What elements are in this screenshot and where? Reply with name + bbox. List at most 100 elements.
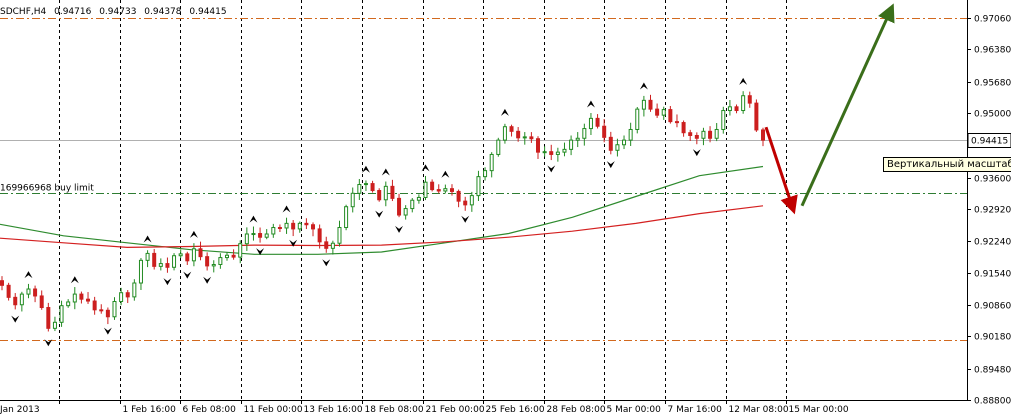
svg-text:SDCHF,H4 0.94716 0.947: SDCHF,H4 0.94716 0.94733 0.94378 0.94415 [0,7,227,17]
candles [0,91,765,332]
fractal-up-marker [189,230,198,238]
candle-body [66,301,71,307]
time-label: Jan 2013 [0,405,40,415]
fractal-up-marker [381,168,390,176]
fractal-down-marker [256,248,265,256]
candle-body [608,136,613,151]
down-arrow [764,126,798,215]
candle-body [655,108,660,116]
fractal-down-marker [289,239,298,247]
time-label: 21 Feb 00:00 [426,405,485,415]
time-label: 12 Mar 08:00 [729,405,789,415]
candle-body [304,222,309,226]
candle-body [138,259,143,284]
candle-body [542,151,547,154]
candle-body [575,137,580,141]
fractal-down-marker [322,259,331,267]
candle-body [244,233,249,245]
candle-body [264,233,269,238]
candle-body [383,185,388,201]
fractal-up-marker [361,165,370,173]
candle-body [311,224,316,230]
price-label: 0.97060 [974,15,1011,25]
fractal-down-marker [395,225,404,233]
time-label: 7 Mar 16:00 [668,405,723,415]
candle-body [714,128,719,139]
candle-body [443,188,448,192]
candle-body [681,122,686,134]
candle-body [6,284,11,298]
candle-body [224,254,229,259]
candle-body [165,263,170,268]
candle-body [588,117,593,130]
time-label: 28 Feb 08:00 [547,405,606,415]
candle-body [211,264,216,267]
candle-body [390,185,395,199]
candle-body [86,298,91,302]
candle-body [496,139,501,155]
fractal-down-marker [547,165,556,173]
price-label: 0.92920 [974,206,1011,216]
time-label: 25 Feb 16:00 [486,405,545,415]
price-label: 0.95680 [974,79,1011,89]
ohlc-close: 0.94415 [189,7,226,17]
candle-body [483,170,488,178]
candle-body [430,181,435,191]
up-arrow [800,3,895,207]
fractal-down-marker [103,327,112,335]
current-price-box [967,133,1011,148]
price-label: 0.93600 [974,175,1011,185]
candle-body [463,200,468,206]
fractal-up-marker [500,108,509,116]
candle-body [185,253,190,262]
candle-body [747,95,752,104]
candle-body [238,243,243,258]
candle-body [549,151,554,155]
candle-body [284,222,289,229]
price-axis[interactable]: 0.97060 0.96380 0.95680 0.95000 0.93600 0.929… [967,0,1011,407]
candle-body [469,195,474,206]
candle-body [72,293,77,303]
candle-body [13,296,18,306]
horizontal-levels: 169966968 buy limit [0,18,967,341]
fractal-down-marker [692,149,701,157]
candle-body [251,233,256,236]
candle-body [324,241,329,249]
candle-body [622,139,627,146]
candle-body [145,252,150,261]
fractal-up-marker [586,100,595,108]
candle-body [761,129,765,141]
candle-body [449,188,454,192]
candle-body [489,153,494,172]
candle-body [661,109,666,116]
candle-body [536,138,541,153]
candle-body [291,222,296,230]
candle-body [522,136,527,139]
candle-body [99,309,104,312]
candle-body [754,102,759,131]
time-axis[interactable]: Jan 2013 1 Feb 16:00 6 Feb 08:00 11 Feb 00:… [0,400,967,415]
fractal-up-marker [421,164,430,172]
fractal-up-marker [70,276,79,284]
candle-body [344,206,349,229]
candle-body [105,309,110,318]
price-label: 0.88800 [974,397,1011,407]
fractal-down-marker [11,315,20,323]
candle-body [357,184,362,194]
fractal-up-marker [282,205,291,213]
candle-body [582,128,587,139]
candle-body [641,99,646,110]
candle-body [688,132,693,136]
time-label: 18 Feb 08:00 [365,405,424,415]
candle-body [377,190,382,201]
candle-body [529,136,534,140]
candle-body [26,288,31,295]
time-label: 15 Mar 00:00 [789,405,849,415]
candle-body [19,293,24,306]
candle-body [39,295,44,309]
candle-body [615,144,620,151]
fractal-up-marker [143,235,152,243]
candle-body [628,128,633,141]
price-label: 0.95000 [974,110,1011,120]
